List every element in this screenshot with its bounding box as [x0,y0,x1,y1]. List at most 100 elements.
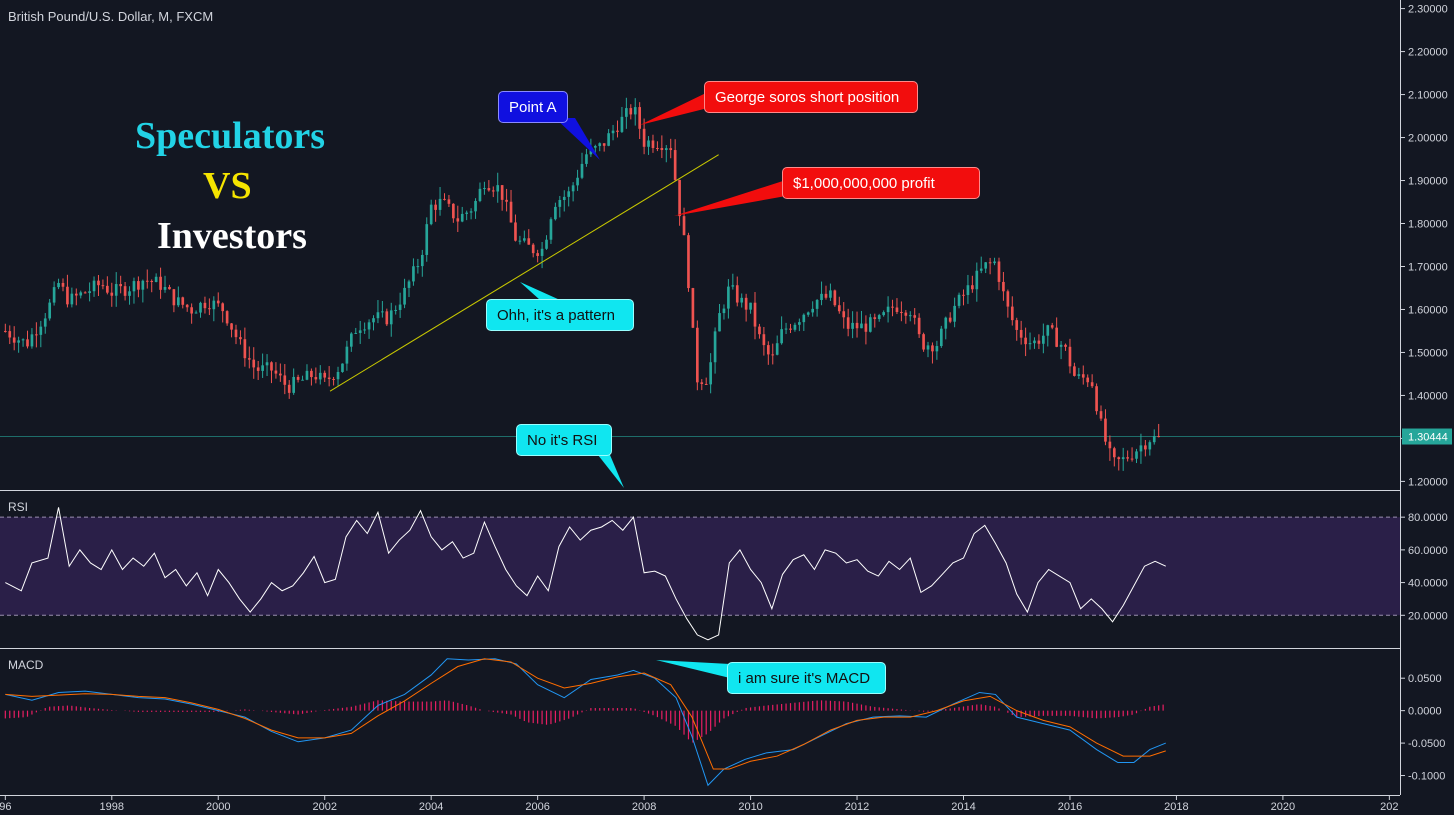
candle-body [145,280,149,282]
macd-tick-label: 0.0000 [1408,706,1442,718]
candle-body [74,293,78,296]
price-tick-label: 2.30000 [1408,4,1448,16]
candle-body [1019,329,1023,338]
candle-body [21,339,25,341]
candle-body [549,219,553,240]
candle-body [1068,346,1072,367]
candle-body [407,281,411,288]
candle-body [30,334,34,347]
candle-body [651,140,655,148]
macd-callout[interactable]: i am sure it's MACD [727,662,886,694]
time-tick-label: 2002 [312,801,336,813]
candle-body [620,116,624,132]
rsi-tick-label: 20.0000 [1408,610,1448,622]
candle-body [1081,374,1085,378]
candle-body [483,188,486,190]
candle-body [611,130,615,134]
candle-body [203,302,207,309]
candle-body [487,188,491,191]
candle-body [106,285,109,293]
price-tick-label: 1.40000 [1408,390,1448,402]
price-tick-label: 1.70000 [1408,261,1448,273]
candle-body [837,305,841,312]
candle-body [137,281,140,290]
candle-body [585,154,588,164]
candle-body [860,323,863,329]
candle-body [345,346,349,364]
candle-body [833,290,837,306]
profit-callout[interactable]: $1,000,000,000 profit [782,167,980,199]
candle-body [500,185,504,200]
candle-body [957,294,961,306]
candle-body [225,311,229,324]
candle-body [403,287,406,305]
pattern-callout[interactable]: Ohh, it's a pattern [486,299,634,331]
candle-body [1077,374,1081,376]
candle-body [571,185,575,192]
candle-body [190,307,193,314]
candle-body [988,262,992,264]
rsi-pointer [598,455,624,488]
candle-body [354,332,358,334]
candle-body [1152,436,1156,443]
candle-body [576,177,579,186]
candle-body [554,206,557,220]
time-tick-label: 2004 [419,801,443,813]
rsi-callout[interactable]: No it's RSI [516,424,612,456]
candle-body [265,362,269,366]
candle-body [682,216,686,236]
time-tick-label: 2018 [1164,801,1188,813]
candle-body [962,294,965,296]
candle-body [997,261,1001,282]
candle-body [367,322,371,330]
candle-body [452,203,455,219]
candle-body [39,326,43,335]
candle-body [110,292,114,296]
vs-text: VS [203,165,252,207]
candle-body [558,199,562,207]
candle-body [119,284,122,287]
candle-body [527,238,531,245]
candle-body [456,218,460,222]
candle-body [26,339,29,347]
soros-callout[interactable]: George soros short position [704,81,918,113]
candle-body [625,108,628,117]
candle-body [993,261,996,264]
candle-body [350,333,353,347]
candle-body [132,281,136,292]
candle-body [474,200,477,212]
candle-body [824,293,828,298]
candle-body [766,345,770,355]
candle-body [704,383,708,385]
candle-body [523,238,526,241]
candle-body [70,293,74,305]
candle-body [83,292,87,294]
candle-body [851,322,854,329]
candle-body [1117,457,1121,460]
candle-body [323,372,327,378]
candle-body [389,310,393,325]
candle-body [79,292,83,296]
price-tick-label: 1.20000 [1408,476,1448,488]
candle-body [52,287,56,303]
candle-body [895,307,899,312]
candle-body [1059,344,1063,347]
candle-body [798,322,801,325]
candle-body [1121,457,1125,460]
candle-body [926,345,930,350]
candle-body [327,377,331,380]
candle-body [660,148,664,151]
candle-body [762,334,766,346]
candle-body [181,297,185,305]
point-a-callout[interactable]: Point A [498,91,568,123]
candle-body [12,337,16,343]
candle-body [48,302,52,319]
candle-body [230,323,233,330]
candle-body [518,240,522,242]
candle-body [966,285,970,295]
candle-body [1095,386,1098,412]
last-price-label: 1.30444 [1408,432,1448,444]
candle-body [363,329,366,331]
candle-body [429,204,433,225]
